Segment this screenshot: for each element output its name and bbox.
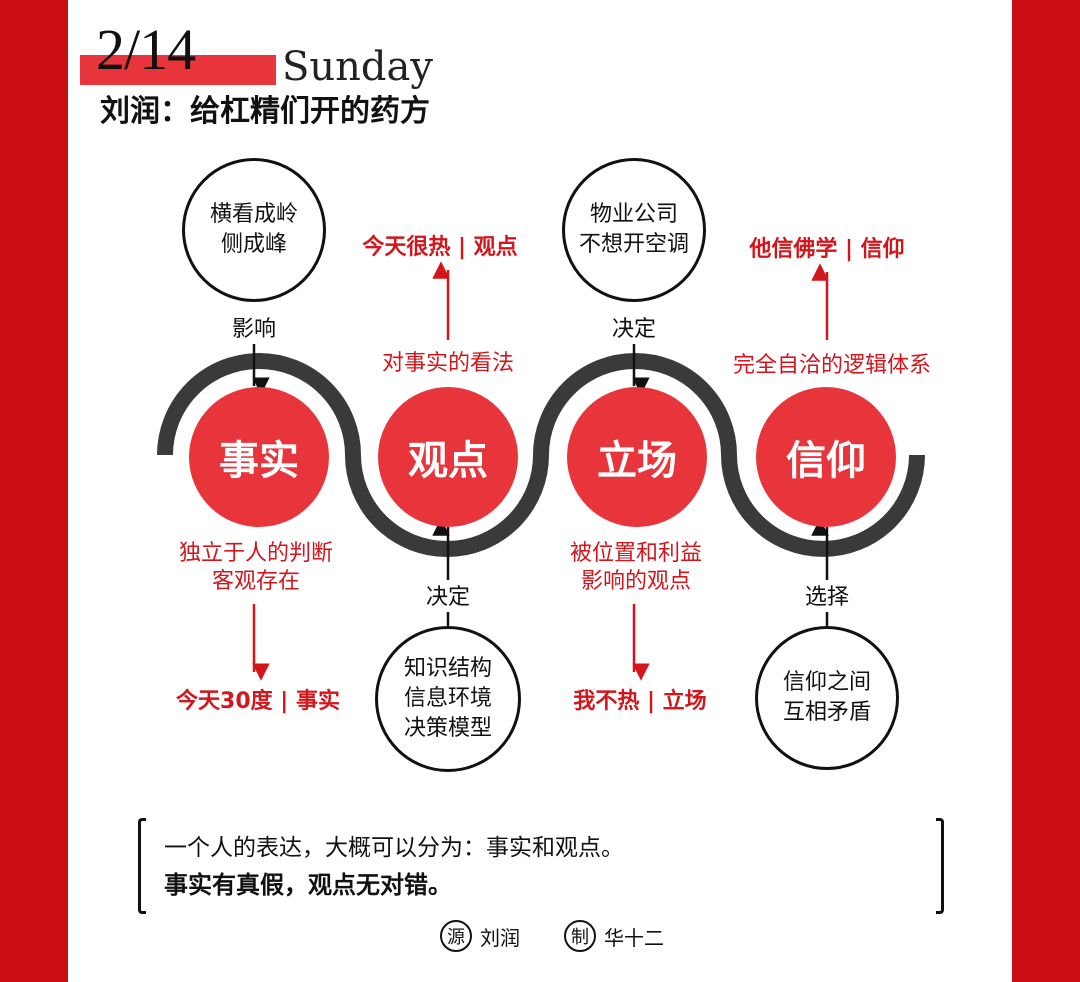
wave-path <box>157 353 925 557</box>
maker-seal-icon: 制 <box>564 920 596 952</box>
cause-circle-stance-text: 物业公司 不想开空调 <box>578 202 689 257</box>
node-belief-label: 信仰 <box>786 438 866 484</box>
node-fact-label: 事实 <box>219 438 299 484</box>
opinion-example: 今天很热 | 观点 <box>362 235 518 260</box>
credit-source: 源 刘润 <box>440 920 520 952</box>
belief-example: 他信佛学 | 信仰 <box>749 237 905 262</box>
fact-example: 今天30度 | 事实 <box>176 689 340 714</box>
cause-circle-fact-text: 横看成岭 侧成峰 <box>209 202 298 257</box>
verb-influence: 影响 <box>231 317 277 342</box>
node-stance: 立场 <box>567 387 707 527</box>
maker-name: 华十二 <box>604 925 664 950</box>
node-opinion: 观点 <box>378 387 518 527</box>
node-fact: 事实 <box>189 387 329 527</box>
date-label: 2/14 <box>96 17 196 82</box>
node-opinion-label: 观点 <box>408 438 488 484</box>
node-belief: 信仰 <box>756 387 896 527</box>
opinion-description: 对事实的看法 <box>381 351 515 376</box>
bracket-right <box>936 818 944 914</box>
date-highlight-bar <box>80 55 276 85</box>
belief-description: 完全自洽的逻辑体系 <box>732 353 932 378</box>
page-title: 刘润：给杠精们开的药方 <box>100 94 430 129</box>
verb-decide-bottom: 决定 <box>425 585 471 610</box>
cause-circle-belief-text: 信仰之间 互相矛盾 <box>782 670 871 725</box>
verb-choose: 选择 <box>804 585 850 610</box>
cause-circle-stance: 物业公司 不想开空调 <box>562 158 706 302</box>
cause-circle-fact: 横看成岭 侧成峰 <box>182 158 326 302</box>
source-seal-icon: 源 <box>440 920 472 952</box>
source-name: 刘润 <box>480 925 520 950</box>
node-stance-label: 立场 <box>597 438 677 484</box>
cause-circle-opinion-text: 知识结构 信息环境 决策模型 <box>403 656 492 741</box>
cause-circle-opinion: 知识结构 信息环境 决策模型 <box>375 626 521 772</box>
summary-line-1: 一个人的表达，大概可以分为：事实和观点。 <box>164 835 624 861</box>
verb-decide-top: 决定 <box>611 317 657 342</box>
summary-line-2: 事实有真假，观点无对错。 <box>164 871 452 899</box>
stance-description: 被位置和利益 影响的观点 <box>569 541 703 594</box>
credit-maker: 制 华十二 <box>564 920 664 952</box>
cause-circle-belief: 信仰之间 互相矛盾 <box>755 626 899 770</box>
stance-example: 我不热 | 立场 <box>573 689 707 714</box>
summary-quote: 一个人的表达，大概可以分为：事实和观点。 事实有真假，观点无对错。 <box>138 818 944 914</box>
weekday-label: Sunday <box>282 44 433 90</box>
fact-description: 独立于人的判断 客观存在 <box>178 541 334 594</box>
bracket-left <box>138 818 146 914</box>
